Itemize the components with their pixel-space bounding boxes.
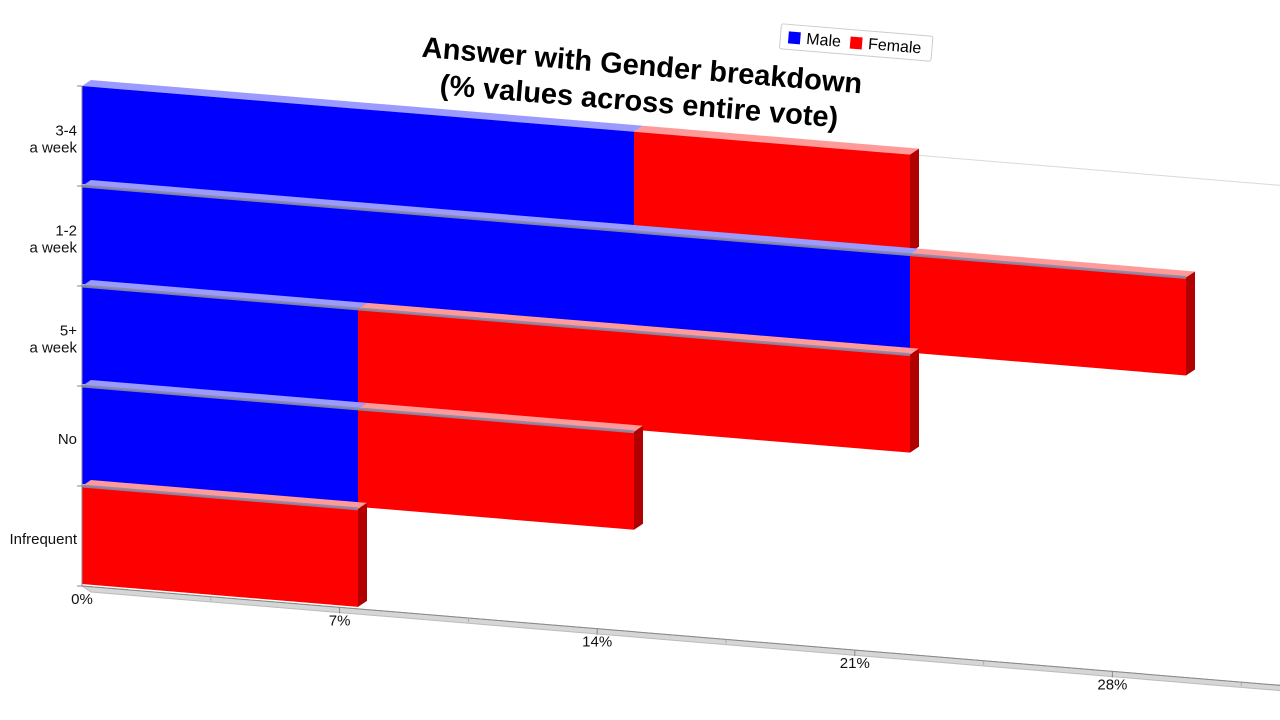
x-tick-label-2: 14% [582,634,612,651]
legend-swatch-female [849,36,863,50]
bar-top-female-2 [358,302,919,355]
y-tick-label-2: 5+ a week [29,323,77,357]
bar-male-2 [82,286,358,407]
bar-female-3 [358,408,634,530]
y-tick-label-1: 1-2 a week [29,223,77,257]
row-separator-4 [81,484,359,511]
y-tick-label-3: No [58,431,77,448]
y-tick-label-line-2-0: 5+ [60,323,77,340]
bar-top-female-1 [910,248,1195,278]
bar-end-female-1 [1186,271,1195,376]
x-tick-label-3: 21% [840,655,870,672]
axes [77,85,1280,687]
bar-top-male-0 [82,80,643,132]
bar-top-female-0 [634,125,919,155]
legend-label-female: Female [867,36,922,57]
bar-female-1 [910,254,1186,376]
bar-end-female-0 [910,148,919,253]
y-tick-label-0: 3-4 a week [29,123,77,157]
row-separator-1 [81,184,1187,280]
row-separator-3 [81,384,635,434]
bar-end-female-4 [358,502,367,607]
y-tick-label-line-3-0: No [58,431,77,448]
bar-top-male-3 [82,380,367,409]
legend-label-male: Male [806,31,842,51]
bars [81,80,1195,607]
bar-male-1 [82,186,910,353]
bar-top-female-3 [358,402,643,432]
row-separator-2 [81,284,911,357]
bar-female-0 [634,131,910,253]
legend-group: Male Female [779,23,934,62]
bar-top-female-4 [82,480,367,509]
bar-female-4 [82,486,358,607]
x-tick-label-4: 28% [1097,676,1127,693]
y-tick-label-line-1-1: a week [29,240,77,257]
legend[interactable]: Male Female [779,23,934,62]
y-tick-label-line-4-0: Infrequent [9,531,77,548]
bar-end-female-3 [634,425,643,530]
x-tick-label-0: 0% [71,591,93,608]
legend-swatch-male [787,31,801,45]
y-tick-label-4: Infrequent [9,531,77,548]
y-tick-label-line-0-1: a week [29,140,77,157]
bar-end-female-2 [910,348,919,453]
bar-top-male-1 [82,180,919,255]
x-tick-label-1: 7% [329,612,351,629]
y-tick-label-line-1-0: 1-2 [55,223,77,240]
bar-top-male-2 [82,280,367,309]
y-tick-label-line-2-1: a week [29,340,77,357]
y-tick-label-line-0-0: 3-4 [55,123,77,140]
bar-male-3 [82,386,358,507]
